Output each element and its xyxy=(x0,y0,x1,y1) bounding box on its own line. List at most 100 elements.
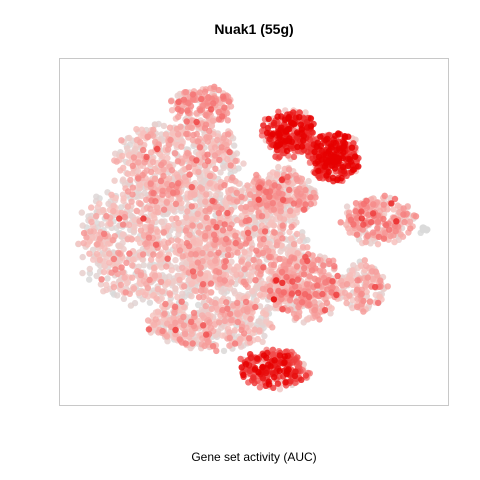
cell-point xyxy=(227,162,234,169)
cell-point xyxy=(364,274,371,281)
cell-point xyxy=(226,263,233,271)
cell-point xyxy=(384,283,391,290)
cell-point xyxy=(350,221,357,228)
cell-point xyxy=(226,329,233,336)
cell-point xyxy=(166,124,174,131)
cell-point xyxy=(387,194,394,202)
cell-point xyxy=(260,236,267,243)
cell-point xyxy=(256,242,264,249)
cell-point xyxy=(264,240,271,247)
cell-point xyxy=(167,136,174,144)
cell-point xyxy=(144,284,152,291)
cell-point xyxy=(222,201,230,208)
cell-point xyxy=(151,121,159,128)
cell-point xyxy=(265,115,272,123)
cell-point xyxy=(147,227,154,234)
cell-point xyxy=(269,352,277,359)
cell-point xyxy=(189,222,196,229)
cell-point xyxy=(202,244,209,252)
cell-point xyxy=(80,229,88,237)
cell-point xyxy=(216,156,223,164)
cell-point xyxy=(276,367,283,375)
cell-point xyxy=(283,273,290,281)
cell-point xyxy=(182,227,189,234)
cell-point xyxy=(302,201,309,208)
cell-point xyxy=(119,231,127,238)
cell-point xyxy=(127,176,134,184)
cell-point xyxy=(130,285,138,292)
cell-point xyxy=(204,99,211,106)
cell-point xyxy=(165,191,172,199)
cell-point xyxy=(189,91,197,98)
cell-point xyxy=(282,379,289,386)
cell-point xyxy=(252,277,259,284)
cell-point xyxy=(204,157,212,165)
cell-point xyxy=(297,121,305,128)
cell-point xyxy=(124,203,132,210)
cell-point xyxy=(279,306,286,313)
cell-point xyxy=(276,255,283,262)
cell-point xyxy=(224,305,231,312)
cell-point xyxy=(147,168,155,176)
cell-point xyxy=(120,195,127,202)
cell-point xyxy=(140,262,147,269)
cell-point xyxy=(224,117,231,124)
cell-point xyxy=(315,277,322,284)
cell-point xyxy=(361,257,368,264)
cell-point xyxy=(217,169,224,176)
cell-point xyxy=(113,158,120,165)
cell-point xyxy=(106,250,113,257)
cell-point xyxy=(354,286,361,293)
cell-point xyxy=(240,330,248,337)
cell-point xyxy=(174,105,182,113)
cell-point xyxy=(332,139,339,147)
cell-point xyxy=(176,247,184,254)
cell-point xyxy=(304,316,312,323)
cell-point xyxy=(195,229,202,236)
cell-point xyxy=(110,202,117,209)
cell-point xyxy=(199,102,207,109)
cell-point xyxy=(118,264,125,271)
cell-point xyxy=(283,128,290,135)
cell-point xyxy=(196,276,203,283)
cell-point xyxy=(100,230,108,237)
cell-point xyxy=(271,182,278,189)
cell-point xyxy=(314,282,321,289)
cell-point xyxy=(172,256,179,264)
cell-point xyxy=(293,175,300,182)
cell-point xyxy=(140,215,147,222)
cell-point xyxy=(369,275,376,283)
cell-point xyxy=(172,285,179,292)
cell-point xyxy=(269,200,276,207)
cell-point xyxy=(191,191,198,198)
cell-point xyxy=(349,304,356,312)
cell-point xyxy=(220,347,228,355)
cell-point xyxy=(138,192,145,200)
cell-point xyxy=(266,253,273,261)
cell-point xyxy=(300,137,307,144)
cell-point xyxy=(218,297,225,305)
cell-point xyxy=(168,98,175,105)
cell-point xyxy=(162,244,169,251)
cell-point xyxy=(253,247,260,254)
cell-point xyxy=(221,285,228,293)
cell-point xyxy=(263,129,271,137)
cell-point xyxy=(314,256,321,263)
cell-point xyxy=(154,145,161,153)
cell-point xyxy=(293,206,300,213)
cell-point xyxy=(286,228,293,236)
cell-point xyxy=(285,166,293,173)
cell-point xyxy=(176,276,183,284)
cell-point xyxy=(261,228,269,235)
cell-point xyxy=(208,106,215,113)
cell-point xyxy=(382,221,390,229)
cell-point xyxy=(221,277,228,284)
cell-point xyxy=(302,186,309,194)
cell-point xyxy=(129,191,136,198)
cell-point xyxy=(200,322,207,329)
cell-point xyxy=(287,207,294,215)
cell-point xyxy=(195,301,202,309)
cell-point xyxy=(380,215,387,223)
cell-point xyxy=(177,123,184,130)
cell-point xyxy=(266,193,273,200)
